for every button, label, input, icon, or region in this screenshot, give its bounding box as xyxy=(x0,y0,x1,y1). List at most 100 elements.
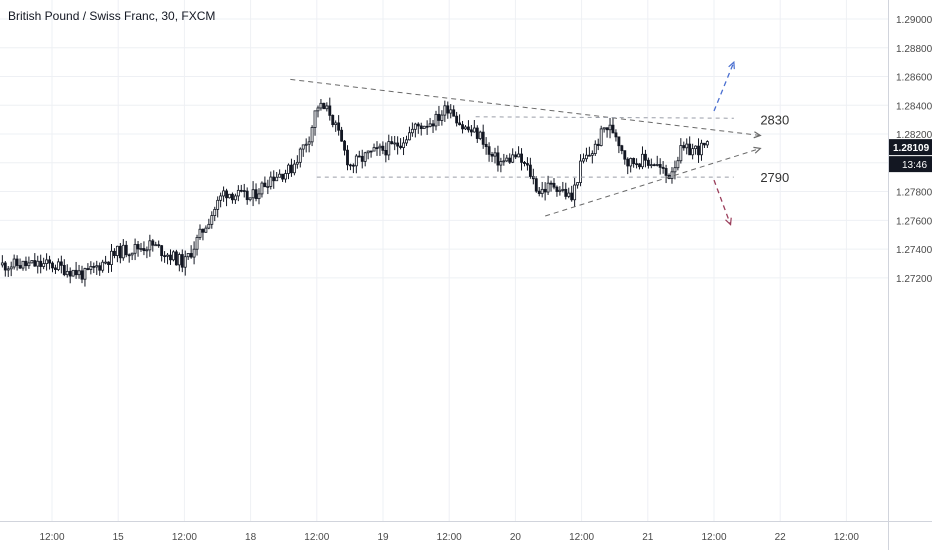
candle xyxy=(12,254,16,270)
candle-body xyxy=(337,122,341,131)
candle xyxy=(354,154,358,174)
candle xyxy=(428,117,432,128)
candle-body xyxy=(121,244,125,259)
candle-body xyxy=(549,182,553,185)
candle-body xyxy=(434,113,438,127)
candle-body xyxy=(587,154,591,157)
candle-body xyxy=(12,258,16,268)
candle xyxy=(443,100,447,122)
candle xyxy=(372,143,376,152)
candle xyxy=(343,139,346,156)
candle-body xyxy=(555,186,559,192)
candle xyxy=(375,141,379,156)
candle-body xyxy=(472,127,476,133)
candle-body xyxy=(148,240,152,251)
arrow-head xyxy=(753,131,762,139)
price-label-time: 13:46 xyxy=(902,160,927,171)
candle-body xyxy=(502,160,506,163)
candle xyxy=(703,142,706,149)
candle-body xyxy=(310,127,314,143)
candle-body xyxy=(157,244,161,247)
candle-body xyxy=(416,123,420,127)
candle-body xyxy=(222,190,226,197)
candle xyxy=(393,135,397,151)
candle-body xyxy=(579,160,582,183)
y-tick-label: 1.27200 xyxy=(896,274,932,285)
candle xyxy=(310,125,314,147)
candle xyxy=(145,246,149,259)
x-tick-label: 22 xyxy=(775,532,787,543)
candle-body xyxy=(263,182,267,188)
candle xyxy=(416,122,420,134)
candle-body xyxy=(343,140,346,151)
candle-body xyxy=(381,145,385,151)
candle-body xyxy=(33,260,37,267)
candle-body xyxy=(18,265,22,269)
candle xyxy=(260,181,264,198)
candle xyxy=(481,124,485,149)
candle-body xyxy=(410,128,414,134)
candle-body xyxy=(39,260,43,267)
candle xyxy=(673,160,677,180)
candle-body xyxy=(186,253,190,258)
candle-body xyxy=(449,109,453,114)
candle xyxy=(526,157,529,171)
candle xyxy=(540,181,544,198)
candle-body xyxy=(422,125,426,130)
candle-body xyxy=(83,268,87,280)
candle xyxy=(514,151,518,160)
candle xyxy=(245,187,249,205)
candle-body xyxy=(160,245,164,257)
candle xyxy=(464,125,467,131)
candle xyxy=(169,249,172,265)
candle-body xyxy=(86,268,90,270)
candle xyxy=(71,269,75,277)
candle xyxy=(107,261,110,273)
candle-body xyxy=(475,127,479,139)
candle-body xyxy=(393,142,397,145)
candle-body xyxy=(673,167,677,173)
candle xyxy=(201,228,205,241)
candle-body xyxy=(528,164,532,177)
candle-body xyxy=(493,152,497,157)
resistance-line xyxy=(475,116,734,119)
candle-body xyxy=(481,131,485,145)
candle-body xyxy=(514,154,518,158)
candle-body xyxy=(334,122,338,126)
candle xyxy=(316,105,320,118)
annotation-label: 2790 xyxy=(760,170,789,185)
candle xyxy=(682,141,686,151)
y-tick-label: 1.28200 xyxy=(896,130,932,141)
candle-body xyxy=(484,143,488,148)
candle xyxy=(157,240,161,248)
candle xyxy=(469,125,473,137)
candle xyxy=(18,258,22,270)
candle xyxy=(410,122,414,137)
candle-body xyxy=(469,129,473,133)
grid xyxy=(0,0,888,521)
candle-body xyxy=(36,260,40,267)
candle-body xyxy=(520,153,523,163)
candle xyxy=(166,252,169,265)
candle xyxy=(520,148,523,171)
x-tick-label: 12:00 xyxy=(172,532,197,543)
candle-body xyxy=(582,158,585,162)
candle-body xyxy=(292,163,296,174)
candle xyxy=(349,163,352,171)
candle-body xyxy=(357,155,361,158)
candle-body xyxy=(452,109,456,117)
projection-down-arrow xyxy=(713,179,732,226)
candle xyxy=(136,240,140,257)
candle-body xyxy=(281,173,285,180)
candle xyxy=(263,176,267,188)
candle xyxy=(304,138,308,153)
candle-body xyxy=(646,159,650,166)
candle-body xyxy=(95,265,99,268)
candle-body xyxy=(192,248,196,258)
candle-body xyxy=(552,182,556,188)
candle xyxy=(440,110,444,126)
candle xyxy=(499,157,503,173)
candle-body xyxy=(351,164,355,167)
candle-body xyxy=(649,164,653,167)
